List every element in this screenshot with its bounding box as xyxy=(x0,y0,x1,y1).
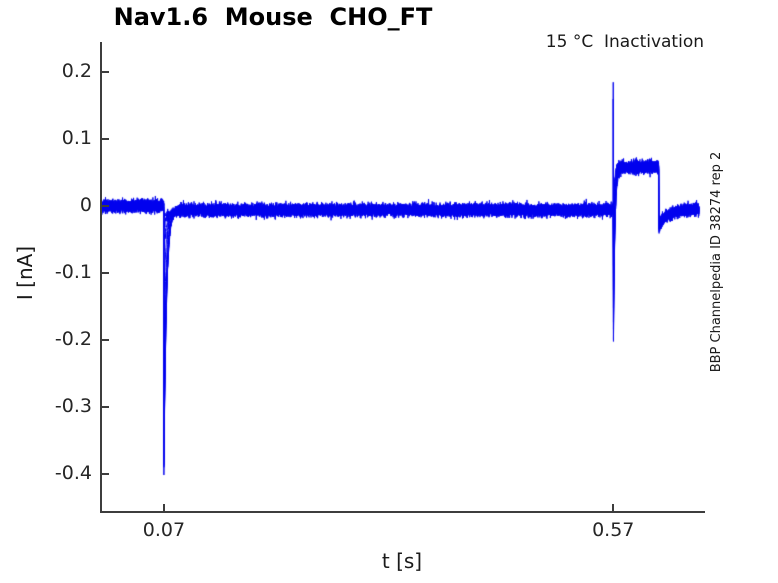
y-tick-mark xyxy=(101,205,109,207)
temperature-protocol-annotation: 15 °C Inactivation xyxy=(545,32,704,52)
x-tick-label: 0.57 xyxy=(592,519,635,541)
x-axis-line xyxy=(100,511,705,513)
y-tick-label: 0 xyxy=(79,194,92,216)
y-tick-mark xyxy=(101,338,109,341)
x-axis-label: t [s] xyxy=(381,549,423,573)
y-tick-label: 0.1 xyxy=(61,127,92,150)
channelpedia-id-side-label: BBP Channelpedia ID 38274 rep 2 xyxy=(709,151,724,373)
y-tick-mark xyxy=(101,271,109,274)
x-tick-mark xyxy=(612,504,615,512)
y-tick-label: -0.3 xyxy=(54,394,92,417)
y-tick-mark xyxy=(101,405,109,408)
y-tick-mark xyxy=(101,71,109,74)
y-tick-label: -0.1 xyxy=(54,260,92,283)
x-tick-mark xyxy=(162,504,165,512)
y-axis-line xyxy=(100,42,102,512)
x-tick-label: 0.07 xyxy=(142,519,186,541)
y-tick-label: -0.4 xyxy=(54,461,92,484)
y-tick-mark xyxy=(101,472,109,475)
y-tick-label: 0.2 xyxy=(61,60,92,83)
y-tick-mark xyxy=(101,138,109,141)
chart-title: Nav1.6 Mouse CHO_FT xyxy=(113,3,433,31)
y-tick-label: -0.2 xyxy=(54,327,92,350)
